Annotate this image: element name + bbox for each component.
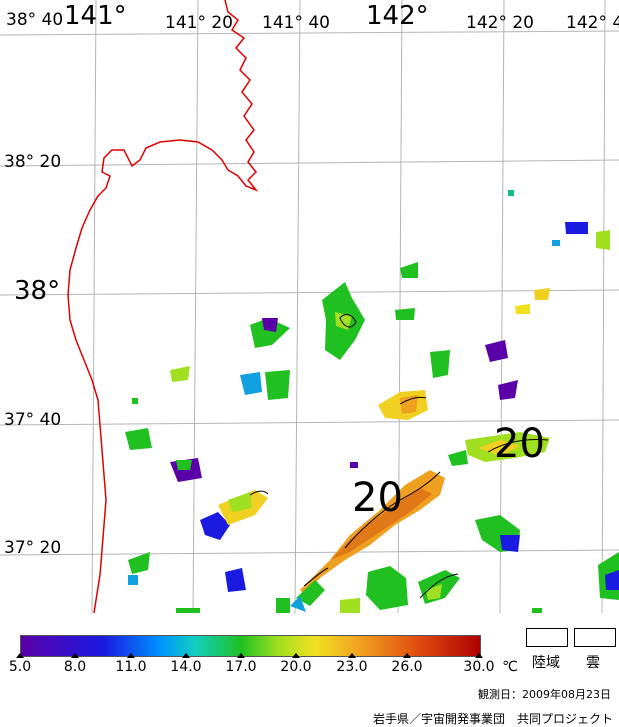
colorbar-tick-label: 8.0 — [63, 659, 87, 675]
colorbar-tick-label: 23.0 — [336, 659, 368, 675]
coastline — [67, 0, 259, 613]
colorbar-tick-label: 20.0 — [280, 659, 312, 675]
lat-label-37-40: 37° 40 — [4, 410, 62, 430]
colorbar-unit: ℃ — [502, 659, 518, 675]
lat-label-37-20: 37° 20 — [4, 538, 62, 558]
colorbar-tick — [292, 653, 300, 658]
lon-label-142-20: 142° 20 — [466, 13, 534, 33]
lon-label-141: 141° — [64, 1, 127, 31]
colorbar-tick — [403, 653, 411, 658]
graticule — [0, 0, 619, 613]
lon-label-edge: 38° 40 — [6, 10, 64, 30]
colorbar-tick — [348, 653, 356, 658]
lon-label-141-40: 141° 40 — [262, 13, 330, 33]
colorbar-tick — [71, 653, 79, 658]
map-canvas — [0, 0, 619, 613]
isotherms — [249, 314, 549, 599]
colorbar-tick — [16, 653, 24, 658]
contour-label-20-east: 20 — [494, 421, 545, 467]
observation-date: 観測日：2009年08月23日 — [478, 688, 611, 701]
colorbar-tick — [237, 653, 245, 658]
sst-cloud-free-patches — [125, 190, 619, 613]
lon-label-142: 142° — [366, 1, 429, 31]
colorbar-tick — [182, 653, 190, 658]
credit-line: 岩手県／宇宙開発事業団 共同プロジェクト — [372, 712, 613, 726]
lat-label-38: 38° — [14, 276, 61, 306]
colorbar-tick-label: 26.0 — [391, 659, 423, 675]
lat-label-38-20: 38° 20 — [4, 152, 62, 172]
colorbar-tick-label: 5.0 — [8, 659, 32, 675]
colorbar-tick-label: 17.0 — [225, 659, 257, 675]
colorbar-tick-label: 14.0 — [170, 659, 202, 675]
lon-label-142-40: 142° 4 — [566, 13, 619, 33]
colorbar-tick — [127, 653, 135, 658]
cloud-legend-label: 雲 — [586, 655, 600, 671]
land-swatch — [526, 628, 568, 647]
sst-map: 38° 40 141° 141° 20 141° 40 142° 142° 20… — [0, 0, 619, 613]
temperature-colorbar — [20, 635, 481, 657]
colorbar-tick-label: 11.0 — [115, 659, 147, 675]
contour-label-20-center: 20 — [352, 475, 403, 521]
colorbar-tick-label: 30.0 — [463, 659, 495, 675]
lon-label-141-20: 141° 20 — [165, 13, 233, 33]
land-legend-label: 陸域 — [532, 655, 560, 671]
cloud-swatch — [574, 628, 616, 647]
colorbar-tick — [475, 653, 483, 658]
